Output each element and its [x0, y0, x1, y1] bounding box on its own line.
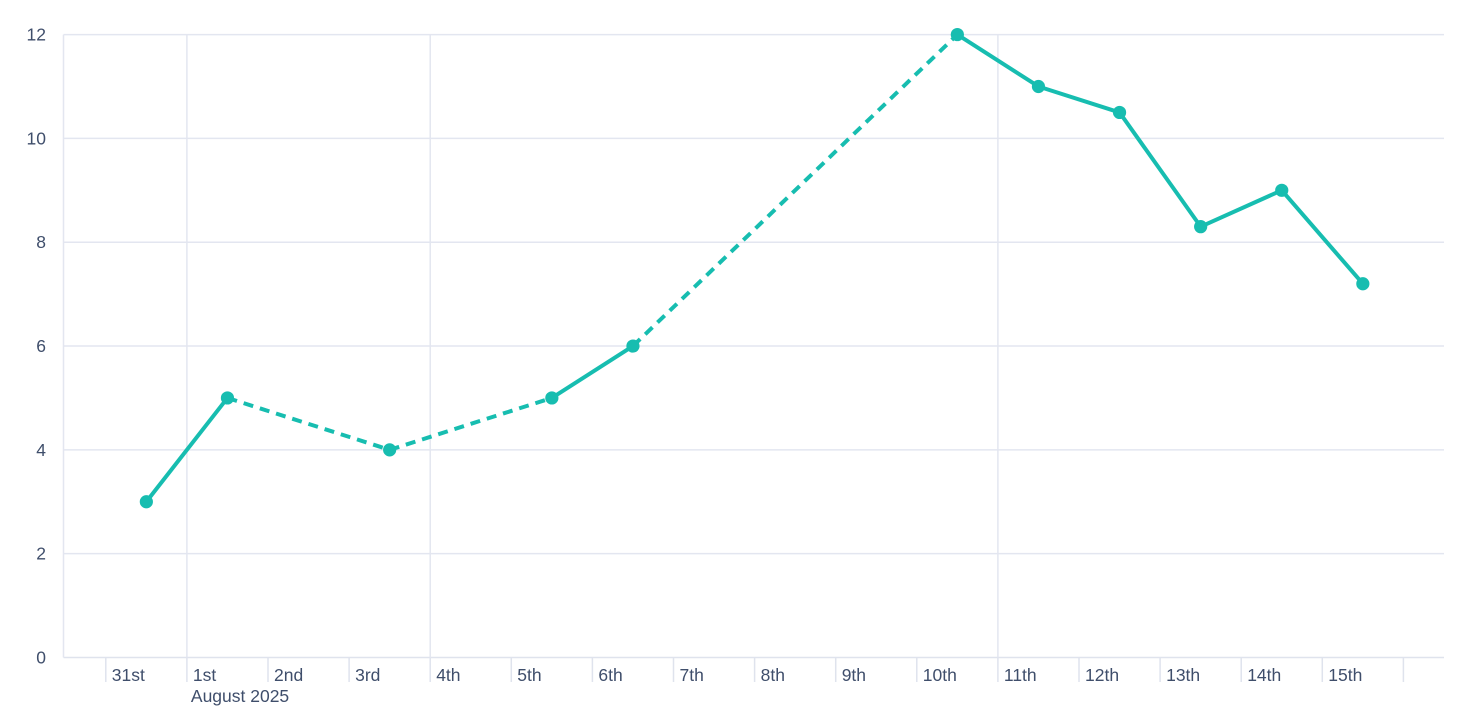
- x-axis-label: 13th: [1166, 665, 1200, 685]
- data-point[interactable]: [1031, 79, 1046, 94]
- data-point[interactable]: [1194, 220, 1208, 234]
- x-axis-month-label: August 2025: [191, 686, 289, 706]
- x-axis-label: 4th: [436, 665, 460, 685]
- x-axis-label: 11th: [1004, 665, 1037, 685]
- y-axis-label: 0: [36, 647, 46, 667]
- series-segment-solid: [955, 32, 1041, 89]
- series-segment-solid: [549, 344, 635, 400]
- x-axis-label: 5th: [517, 665, 541, 685]
- x-axis-label: 10th: [923, 665, 957, 685]
- x-axis-label: 9th: [842, 665, 866, 685]
- data-point[interactable]: [220, 391, 235, 405]
- y-axis-label: 8: [36, 232, 46, 252]
- data-point[interactable]: [1112, 105, 1127, 120]
- series-segment-solid: [144, 395, 230, 504]
- data-point[interactable]: [545, 391, 559, 405]
- data-point[interactable]: [1356, 277, 1370, 291]
- data-point[interactable]: [1275, 183, 1289, 197]
- data-point[interactable]: [383, 443, 397, 457]
- series-segment-solid: [1036, 84, 1122, 115]
- x-axis-label: 8th: [761, 665, 785, 685]
- series-segment-solid: [1279, 188, 1365, 286]
- x-axis-label: 31st: [112, 665, 145, 685]
- x-axis-label: 12th: [1085, 665, 1119, 685]
- y-axis-label: 4: [36, 440, 46, 460]
- data-point[interactable]: [950, 27, 964, 42]
- y-axis-label: 10: [27, 128, 47, 148]
- data-point[interactable]: [139, 495, 153, 509]
- x-axis-label: 3rd: [355, 665, 380, 685]
- x-axis-label: 6th: [598, 665, 622, 685]
- series-segment-solid: [1117, 110, 1203, 229]
- data-point[interactable]: [626, 339, 640, 353]
- series-segment-solid: [1198, 188, 1284, 229]
- series-segment-dashed: [389, 396, 553, 452]
- y-axis-label: 12: [27, 25, 46, 45]
- x-axis-label: 7th: [680, 665, 704, 685]
- x-axis-label: 1st: [193, 665, 216, 685]
- x-axis-label: 14th: [1247, 665, 1281, 685]
- x-axis-label: 2nd: [274, 665, 303, 685]
- series-segment-dashed: [226, 396, 391, 452]
- y-axis-label: 6: [36, 336, 46, 356]
- y-axis-label: 2: [36, 544, 46, 564]
- series-segment-dashed: [631, 33, 959, 348]
- x-axis-label: 15th: [1328, 665, 1362, 685]
